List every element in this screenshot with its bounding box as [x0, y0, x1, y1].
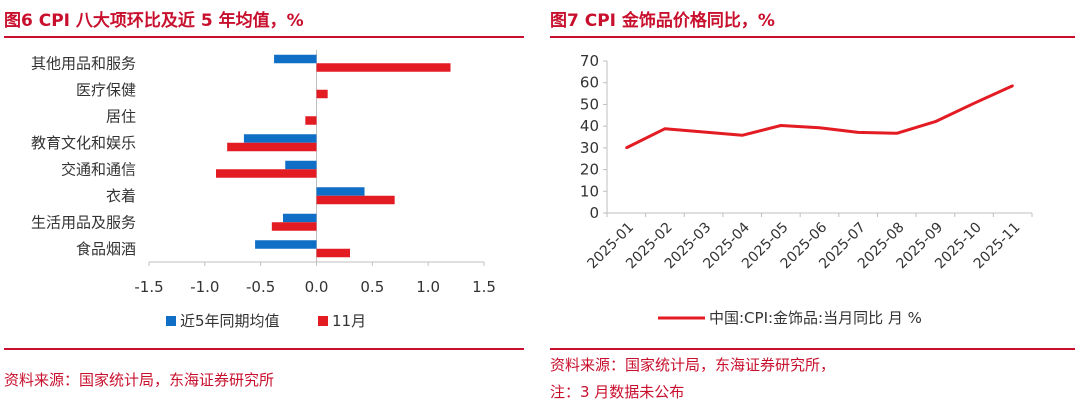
data-point: [972, 102, 976, 105]
y-tick-label: 70: [580, 52, 599, 70]
left-figure-panel: 图6 CPI 八大项环比及近 5 年均值，% -1.5 -1.0 -0.5 0.0 0.…: [0, 0, 530, 412]
legend-label: 近5年同期均值: [180, 312, 280, 330]
data-point: [1011, 84, 1014, 87]
bar-nov: [316, 195, 395, 205]
data-point: [934, 120, 937, 123]
data-point: [779, 124, 783, 127]
category-label: 教育文化和娱乐: [31, 134, 136, 152]
y-tick-label: 40: [580, 117, 599, 135]
x-tick-label: -1.5: [134, 278, 163, 296]
y-tick-label: 20: [580, 161, 599, 179]
x-tick-label: 0.5: [360, 278, 384, 296]
bar-nov: [316, 248, 350, 258]
bar-chart: -1.5 -1.0 -0.5 0.0 0.5 1.0 1.5 其他用品和服务医疗保健居住教育文…: [31, 50, 496, 330]
bar-avg5y: [255, 240, 317, 249]
y-tick-label: 0: [589, 204, 599, 222]
bar-avg5y: [274, 54, 317, 64]
left-source-text: 资料来源：国家统计局，东海证券研究所: [4, 371, 275, 389]
y-tick-label: 50: [580, 95, 599, 113]
bar-nov: [305, 116, 317, 125]
category-label: 医疗保健: [76, 81, 136, 99]
legend-label: 中国:CPI:金饰品:当月同比 月 %: [709, 309, 922, 327]
left-source-rule: [4, 348, 524, 350]
data-point: [625, 146, 628, 150]
category-label: 交通和通信: [61, 160, 136, 178]
x-tick-label: 0.0: [305, 278, 329, 296]
category-label: 食品烟酒: [76, 240, 136, 258]
category-label: 居住: [106, 107, 136, 125]
right-figure-title: 图7 CPI 金饰品价格同比，%: [550, 11, 775, 31]
left-title-rule: [4, 36, 524, 38]
x-tick-label: -0.5: [246, 278, 275, 296]
bar-avg5y: [316, 187, 365, 196]
y-tick-label: 10: [580, 182, 599, 200]
data-point: [856, 131, 860, 134]
bar-nov: [316, 63, 451, 72]
x-tick-label: 1.5: [472, 278, 496, 296]
bar-avg5y: [283, 213, 317, 223]
legend-swatch: [318, 316, 328, 326]
right-source-text: 资料来源：国家统计局，东海证券研究所，: [550, 356, 836, 374]
data-point: [895, 132, 898, 135]
data-point: [663, 127, 667, 130]
line-chart: 0102030405060702025-012025-022025-032025…: [580, 52, 1033, 327]
right-source-rule: [550, 348, 1075, 350]
right-figure-panel: 图7 CPI 金饰品价格同比，% 0 10 20 30 40 50 60 70 2025-01 2…: [545, 0, 1080, 412]
y-tick-label: 60: [580, 74, 599, 92]
bar-avg5y: [243, 134, 317, 143]
bar-nov: [227, 142, 317, 152]
series-line: [625, 84, 1014, 150]
data-point: [702, 130, 705, 134]
category-label: 生活用品及服务: [31, 213, 136, 231]
right-title-rule: [550, 36, 1075, 38]
right-note-text: 注：3 月数据未公布: [550, 383, 685, 401]
bar-avg5y: [285, 160, 317, 170]
legend-swatch: [166, 316, 176, 326]
category-label: 衣着: [106, 187, 136, 205]
category-label: 其他用品和服务: [31, 54, 136, 72]
x-tick-label: -1.0: [190, 278, 219, 296]
left-figure-title: 图6 CPI 八大项环比及近 5 年均值，%: [4, 11, 304, 31]
legend-label: 11月: [332, 312, 366, 330]
bar-nov: [216, 169, 317, 178]
y-tick-label: 30: [580, 139, 599, 157]
data-point: [741, 134, 744, 137]
bar-nov: [271, 222, 317, 231]
bar-nov: [316, 89, 328, 99]
data-point: [818, 126, 821, 129]
x-tick-label: 1.0: [416, 278, 440, 296]
